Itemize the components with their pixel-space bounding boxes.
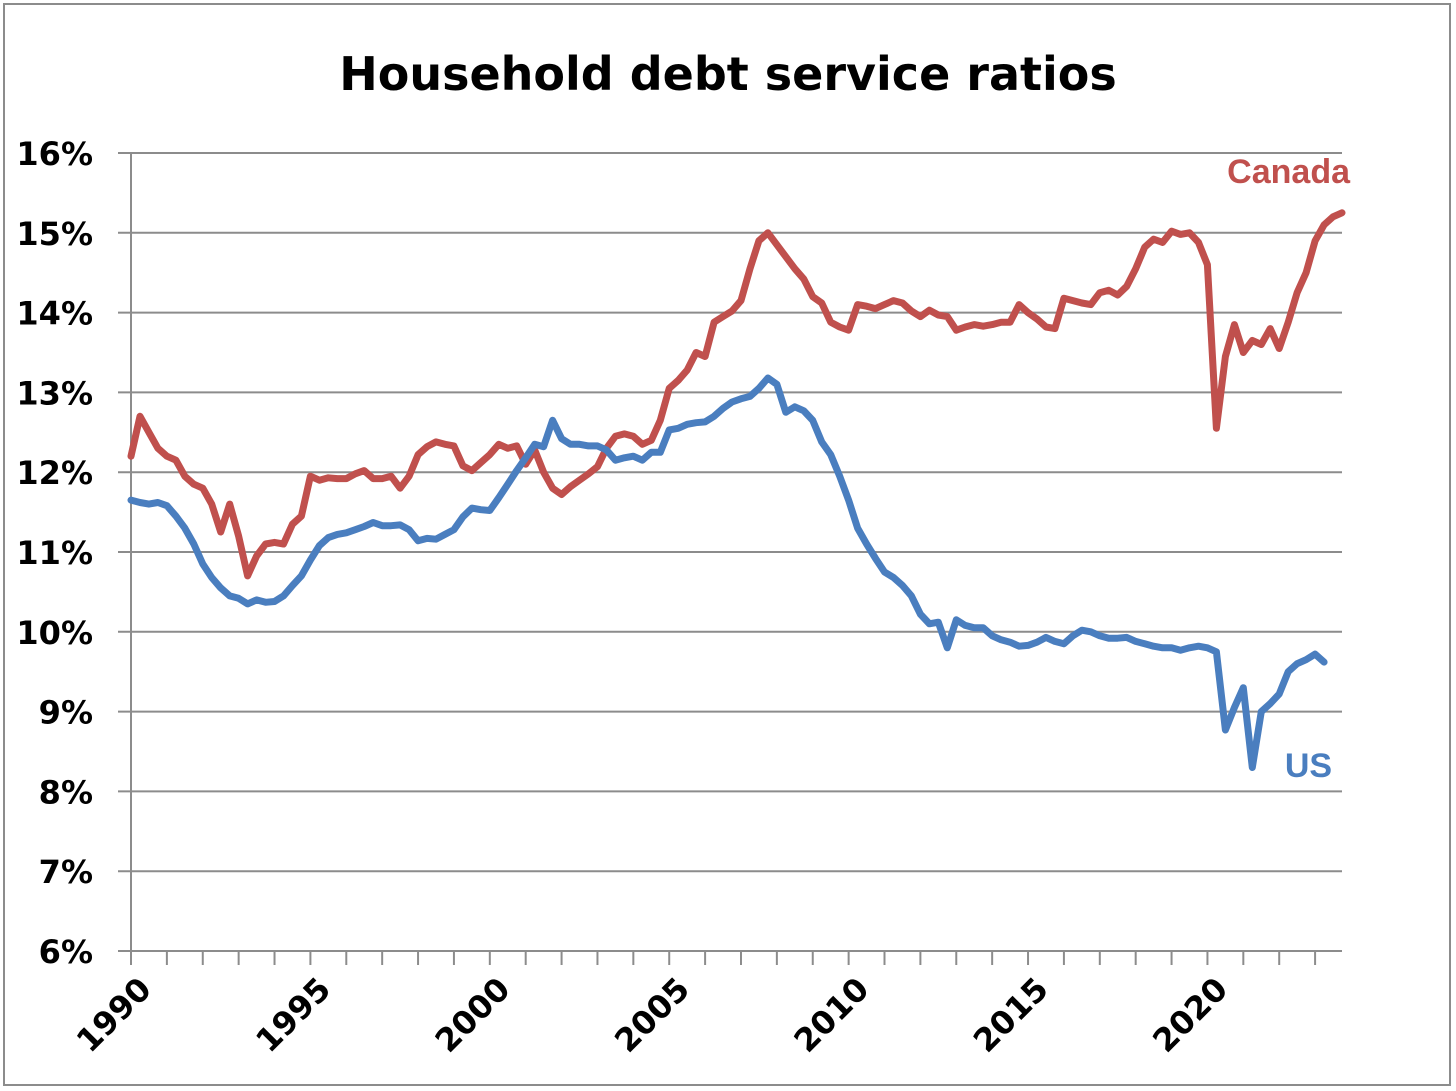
- x-tick-label: 1990: [69, 970, 159, 1060]
- canada-series-label: Canada: [1227, 153, 1351, 191]
- y-tick-label: 6%: [39, 933, 93, 971]
- canada-line: [127, 209, 1346, 580]
- y-tick-label: 9%: [39, 694, 93, 732]
- us-line: [127, 374, 1328, 771]
- chart-frame: [3, 3, 1451, 1086]
- x-tick-label: 2010: [787, 970, 877, 1060]
- us-series-label: US: [1285, 747, 1332, 785]
- y-tick-label: 15%: [16, 215, 93, 253]
- y-tick-label: 14%: [16, 295, 93, 333]
- series-lines: [127, 209, 1346, 771]
- y-tick-label: 7%: [39, 853, 93, 891]
- x-tick-label: 2005: [607, 970, 697, 1060]
- x-axis-ticks: 1990 1995 2000 2005 2010 2015 2020: [69, 970, 1235, 1060]
- gridlines: [118, 152, 1342, 952]
- y-tick-label: 11%: [16, 534, 93, 572]
- x-axis: [130, 153, 1342, 965]
- y-axis-ticks: 6% 7% 8% 9% 10% 11% 12% 13% 14% 15% 16%: [16, 135, 93, 971]
- x-tick-label: 2020: [1145, 970, 1235, 1060]
- chart-title: Household debt service ratios: [339, 47, 1117, 101]
- y-tick-label: 10%: [16, 614, 93, 652]
- y-tick-label: 12%: [16, 454, 93, 492]
- y-tick-label: 16%: [16, 135, 93, 173]
- x-tick-label: 2000: [428, 970, 518, 1060]
- x-tick-label: 2015: [966, 970, 1056, 1060]
- x-tick-label: 1995: [248, 970, 338, 1060]
- y-tick-label: 13%: [16, 374, 93, 412]
- series-labels: Canada US: [1227, 153, 1351, 785]
- y-tick-label: 8%: [39, 773, 93, 811]
